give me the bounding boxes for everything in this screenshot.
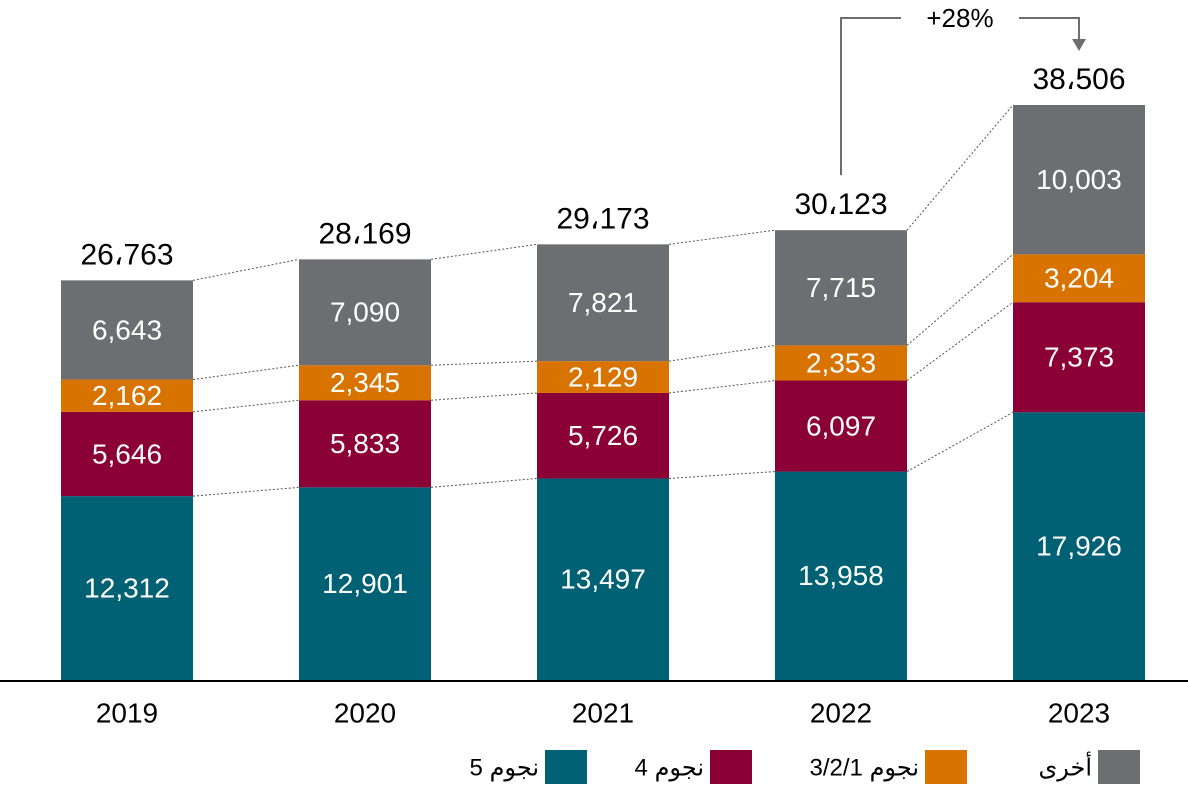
bar-segment [1013, 105, 1145, 255]
segment-label: 7,821 [568, 287, 638, 318]
segment-label: 13,497 [560, 564, 646, 595]
legend-label: أخرى [1038, 751, 1092, 781]
segment-label: 13,958 [798, 560, 884, 591]
segment-label: 10,003 [1036, 164, 1122, 195]
bar-segment [775, 471, 907, 680]
segment-label: 7,715 [806, 272, 876, 303]
bar-segment [61, 411, 193, 497]
connector [906, 411, 1014, 473]
segment-label: 2,353 [806, 347, 876, 378]
legend-swatch [545, 750, 587, 784]
segment-label: 5,646 [92, 438, 162, 469]
connector [906, 301, 1014, 381]
total-label: 28،169 [318, 217, 411, 250]
legend-label: 3/2/1 نجوم [810, 754, 919, 781]
connector [668, 344, 776, 362]
segment-label: 2,129 [568, 361, 638, 392]
segment-label: 17,926 [1036, 531, 1122, 562]
x-tick-label: 2022 [810, 697, 872, 728]
annotation: +28% [926, 3, 993, 33]
bar-segment [537, 392, 669, 479]
connector [192, 399, 300, 413]
segment-label: 5,726 [568, 420, 638, 451]
legend-swatch [925, 750, 967, 784]
connector [906, 104, 1014, 231]
connector [192, 486, 300, 497]
connector [668, 380, 776, 394]
bar-segment [775, 230, 907, 346]
x-tick-label: 2021 [572, 697, 634, 728]
bar-segment [299, 400, 431, 488]
segment-label: 6,097 [806, 410, 876, 441]
segment-label: 2,345 [330, 367, 400, 398]
bar-segment [1013, 412, 1145, 680]
bar-segment [61, 379, 193, 412]
connector [430, 360, 538, 366]
bar-segment [1013, 302, 1145, 413]
connector [906, 253, 1014, 346]
bar-segment [299, 259, 431, 366]
segment-label: 7,373 [1044, 342, 1114, 373]
legend-swatch [1098, 750, 1140, 784]
segment-label: 12,901 [322, 568, 408, 599]
bar-segment [1013, 254, 1145, 303]
connector [430, 477, 538, 488]
bar-segment [61, 496, 193, 680]
bar-segment [299, 365, 431, 401]
segment-label: 3,204 [1044, 263, 1114, 294]
legend-swatch [710, 750, 752, 784]
segment-label: 6,643 [92, 314, 162, 345]
total-label: 38،506 [1032, 63, 1125, 96]
segment-label: 7,090 [330, 297, 400, 328]
legend-label: 4 نجوم [635, 754, 704, 781]
bar-segment [537, 244, 669, 362]
growth-arrow [840, 17, 1080, 176]
connector [430, 243, 538, 260]
bar-segment [61, 280, 193, 380]
bar-segment [299, 487, 431, 680]
x-tick-label: 2019 [96, 697, 158, 728]
connector [192, 258, 300, 281]
x-tick-label: 2020 [334, 697, 396, 728]
bar-segment [775, 345, 907, 381]
bar-segment [775, 380, 907, 472]
connector [668, 229, 776, 245]
connector [430, 392, 538, 401]
connector [192, 364, 300, 381]
total-label: 30،123 [794, 188, 887, 221]
connector [668, 471, 776, 479]
x-tick-label: 2023 [1048, 697, 1110, 728]
segment-label: 12,312 [84, 572, 170, 603]
legend-label: 5 نجوم [470, 754, 539, 781]
growth-arrowhead [1072, 39, 1086, 51]
segment-label: 2,162 [92, 380, 162, 411]
segment-label: 5,833 [330, 428, 400, 459]
total-label: 26،763 [80, 238, 173, 271]
bar-segment [537, 478, 669, 680]
total-label: 29،173 [556, 202, 649, 235]
bar-segment [537, 361, 669, 393]
